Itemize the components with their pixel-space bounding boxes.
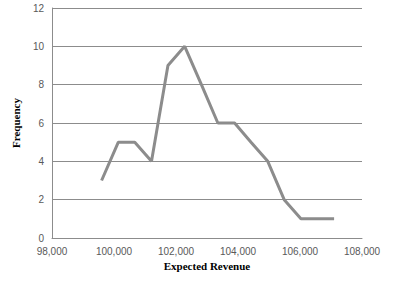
svg-text:108,000: 108,000 [344,246,381,257]
svg-text:6: 6 [38,118,44,129]
svg-text:0: 0 [38,233,44,244]
svg-text:8: 8 [38,79,44,90]
svg-text:12: 12 [33,3,45,14]
svg-text:10: 10 [33,41,45,52]
svg-text:Expected Revenue: Expected Revenue [164,260,251,272]
svg-text:100,000: 100,000 [96,246,133,257]
svg-text:104,000: 104,000 [220,246,257,257]
svg-text:4: 4 [38,156,44,167]
svg-text:98,000: 98,000 [37,246,68,257]
svg-text:106,000: 106,000 [282,246,319,257]
svg-text:Frequency: Frequency [10,98,22,148]
svg-text:102,000: 102,000 [158,246,195,257]
svg-text:2: 2 [38,194,44,205]
